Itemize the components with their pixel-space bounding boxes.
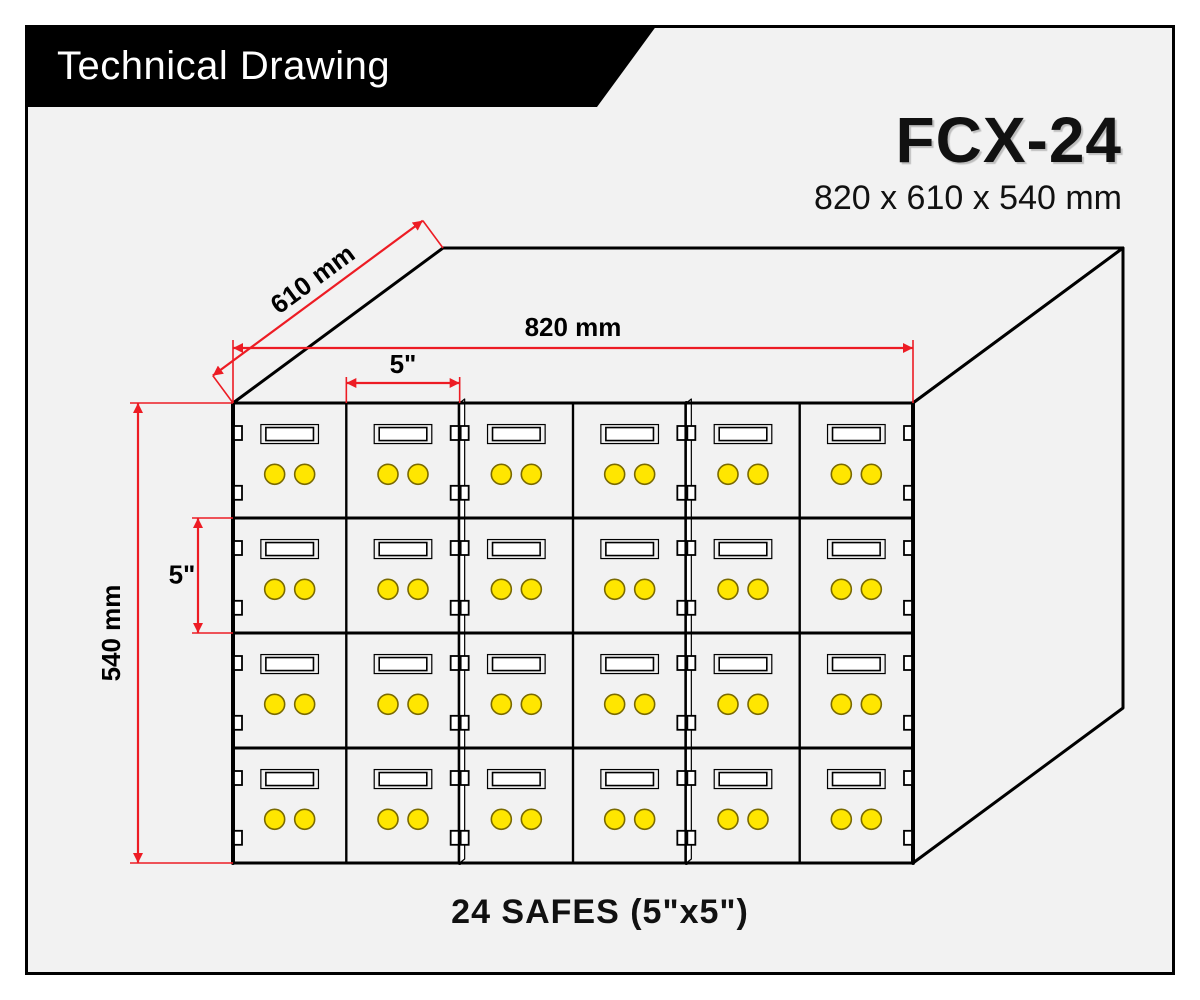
svg-text:540 mm: 540 mm	[96, 585, 126, 682]
svg-text:5": 5"	[169, 560, 196, 590]
svg-text:820 mm: 820 mm	[525, 312, 622, 342]
svg-text:610 mm: 610 mm	[265, 238, 361, 320]
caption: 24 SAFES (5"x5")	[28, 893, 1172, 932]
technical-drawing-svg: 820 mm 5" 540 mm 5" 610 mm	[28, 28, 1178, 978]
drawing-frame: Technical Drawing FCX-24 820 x 610 x 540…	[25, 25, 1175, 975]
svg-text:5": 5"	[390, 349, 417, 379]
